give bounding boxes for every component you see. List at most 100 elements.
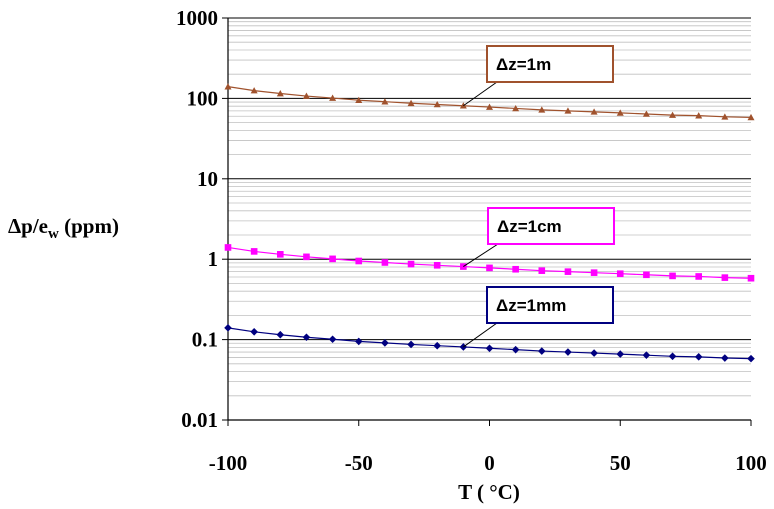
series-1 bbox=[224, 244, 755, 282]
data-point-square bbox=[250, 248, 258, 255]
data-point-triangle bbox=[512, 104, 520, 112]
data-point-square bbox=[747, 274, 755, 282]
data-point-diamond bbox=[668, 352, 677, 361]
data-point-diamond bbox=[381, 339, 389, 347]
data-point-square bbox=[460, 263, 467, 270]
x-tick-label: -100 bbox=[209, 451, 248, 475]
data-point-diamond bbox=[747, 354, 755, 363]
data-point-triangle bbox=[433, 100, 441, 108]
data-point-diamond bbox=[642, 351, 651, 359]
data-point-square bbox=[538, 267, 546, 274]
annotation-pointer bbox=[463, 243, 499, 267]
data-point-triangle bbox=[355, 96, 363, 103]
annotation-callout: Δz=1cm bbox=[463, 207, 615, 267]
annotations: Δz=1m Δz=1cm Δz=1mm bbox=[463, 45, 615, 348]
data-point-square bbox=[355, 257, 363, 265]
data-point-square bbox=[643, 271, 650, 279]
y-tick-label: 10 bbox=[197, 167, 218, 191]
data-point-diamond bbox=[564, 348, 572, 356]
data-point-diamond bbox=[485, 344, 494, 353]
data-point-triangle bbox=[721, 113, 729, 120]
data-point-diamond bbox=[250, 328, 258, 336]
y-tick-label: 100 bbox=[187, 86, 219, 110]
annotation-box bbox=[487, 207, 615, 245]
annotation-callout: Δz=1m bbox=[463, 45, 614, 107]
data-point-diamond bbox=[407, 340, 415, 349]
minor-gridlines bbox=[228, 21, 751, 397]
series-layer bbox=[224, 83, 755, 363]
data-point-square bbox=[512, 265, 519, 273]
data-point-square bbox=[486, 264, 493, 272]
data-point-square bbox=[329, 255, 336, 263]
data-point-square bbox=[616, 270, 624, 278]
x-tick-label: 50 bbox=[610, 451, 631, 475]
y-tick-label: 1000 bbox=[176, 6, 218, 30]
data-point-triangle bbox=[381, 98, 389, 105]
data-point-square bbox=[721, 274, 729, 281]
data-point-square bbox=[224, 244, 232, 251]
data-point-triangle bbox=[616, 109, 624, 116]
data-point-square bbox=[277, 251, 284, 258]
data-point-triangle bbox=[250, 87, 258, 94]
data-point-triangle bbox=[564, 107, 572, 114]
data-point-diamond bbox=[459, 343, 468, 351]
data-point-square bbox=[407, 260, 415, 268]
data-point-diamond bbox=[276, 330, 285, 339]
data-point-triangle bbox=[695, 112, 703, 119]
data-point-triangle bbox=[486, 103, 493, 110]
data-point-diamond bbox=[694, 353, 703, 361]
y-axis-label-subscript: w bbox=[48, 226, 59, 242]
y-tick-label: 0.1 bbox=[192, 328, 218, 352]
x-tick-label: 0 bbox=[484, 451, 495, 475]
x-tick-label: -50 bbox=[345, 451, 373, 475]
data-point-diamond bbox=[721, 354, 729, 362]
data-point-diamond bbox=[590, 349, 598, 357]
data-point-diamond bbox=[328, 335, 337, 344]
data-point-diamond bbox=[433, 341, 441, 350]
data-point-triangle bbox=[590, 108, 598, 115]
series-2 bbox=[224, 324, 755, 363]
x-tick-label: 100 bbox=[735, 451, 767, 475]
y-tick-labels: 0.01 0.1 1 10 100 1000 bbox=[176, 6, 218, 432]
annotation-pointer bbox=[463, 81, 498, 107]
data-point-triangle bbox=[329, 94, 337, 101]
annotation-box bbox=[486, 286, 614, 324]
y-tick-label: 1 bbox=[208, 247, 219, 271]
tick-marks bbox=[222, 17, 752, 426]
annotation-label: Δz=1cm bbox=[497, 217, 562, 236]
y-axis-label-unit: (ppm) bbox=[59, 214, 119, 238]
data-point-triangle bbox=[538, 106, 546, 113]
data-point-square bbox=[669, 272, 676, 280]
data-point-square bbox=[303, 253, 310, 261]
data-point-diamond bbox=[224, 324, 232, 332]
y-axis-label-main: Δp/e bbox=[8, 214, 48, 238]
data-point-square bbox=[564, 268, 572, 275]
annotation-label: Δz=1mm bbox=[496, 296, 566, 315]
data-point-diamond bbox=[302, 333, 311, 342]
data-point-triangle bbox=[276, 90, 284, 97]
y-tick-label: 0.01 bbox=[181, 408, 218, 432]
data-point-triangle bbox=[747, 113, 755, 121]
major-gridlines bbox=[228, 17, 751, 341]
data-point-square bbox=[590, 269, 598, 276]
data-point-triangle bbox=[224, 83, 232, 90]
data-point-triangle bbox=[302, 92, 310, 99]
data-point-diamond bbox=[538, 347, 546, 355]
data-point-diamond bbox=[616, 350, 625, 358]
annotation-label: Δz=1m bbox=[496, 55, 551, 74]
x-tick-labels: -100 -50 0 50 100 bbox=[209, 451, 767, 475]
annotation-box bbox=[486, 45, 614, 83]
data-point-triangle bbox=[669, 111, 677, 118]
y-axis-label: Δp/ew (ppm) bbox=[8, 214, 119, 242]
data-point-triangle bbox=[407, 99, 415, 107]
annotation-callout: Δz=1mm bbox=[463, 286, 614, 348]
data-point-diamond bbox=[511, 345, 520, 354]
data-point-diamond bbox=[354, 337, 363, 346]
data-point-triangle bbox=[642, 110, 650, 117]
data-point-square bbox=[695, 273, 702, 280]
data-point-square bbox=[381, 259, 389, 266]
data-point-square bbox=[433, 261, 441, 269]
x-axis-label: T ( °C) bbox=[458, 480, 520, 504]
annotation-pointer bbox=[463, 322, 498, 348]
